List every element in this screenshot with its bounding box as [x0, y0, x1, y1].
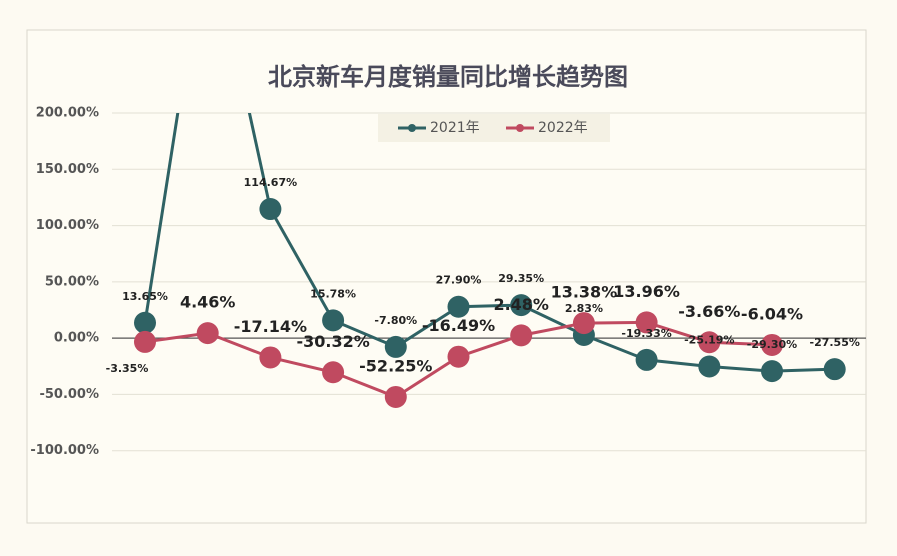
point	[761, 333, 783, 356]
point	[259, 198, 282, 221]
data-label: 13.38%	[551, 283, 618, 302]
y-tick-label: 100.00%	[36, 218, 99, 233]
data-label: -7.80%	[374, 314, 417, 327]
point	[384, 335, 407, 358]
point	[259, 346, 282, 369]
point	[384, 385, 407, 408]
point	[761, 360, 783, 383]
y-tick-label: -50.00%	[39, 387, 99, 402]
data-label: 2.83%	[565, 302, 603, 315]
data-label: 13.65%	[122, 290, 168, 303]
data-label: 114.67%	[244, 176, 297, 189]
data-label: -6.04%	[741, 304, 803, 323]
data-label: -3.35%	[106, 362, 149, 375]
data-label: -16.49%	[422, 316, 495, 335]
chart-title: 北京新车月度销量同比增长趋势图	[268, 63, 628, 91]
point	[322, 361, 345, 384]
data-label: -52.25%	[359, 356, 432, 375]
y-tick-label: 0.00%	[54, 331, 99, 346]
point	[823, 358, 846, 381]
data-label: -19.33%	[621, 327, 671, 340]
data-label: -29.30%	[747, 338, 797, 351]
y-tick-label: 50.00%	[45, 274, 99, 289]
point	[447, 295, 470, 318]
data-label: -27.55%	[810, 336, 860, 349]
legend-marker	[408, 124, 416, 132]
point	[698, 331, 721, 354]
data-label: 4.46%	[180, 293, 236, 312]
point	[635, 311, 658, 334]
data-label: 15.78%	[310, 287, 356, 300]
point	[635, 348, 658, 371]
point	[447, 345, 470, 368]
data-label: 2.48%	[493, 295, 549, 314]
data-label: 27.90%	[436, 274, 482, 287]
legend-label: 2022年	[538, 120, 588, 136]
legend-label: 2021年	[430, 120, 480, 136]
point	[134, 330, 156, 353]
data-label: -30.32%	[296, 332, 369, 351]
point	[510, 324, 533, 347]
chart-frame	[26, 29, 867, 524]
point	[134, 311, 156, 334]
data-label: 29.35%	[498, 272, 544, 285]
point	[510, 294, 533, 317]
y-tick-label: 150.00%	[36, 162, 99, 177]
data-label: -17.14%	[234, 317, 307, 336]
point	[572, 312, 595, 335]
point	[698, 355, 721, 378]
point	[196, 322, 219, 345]
data-label: -25.19%	[684, 333, 734, 346]
point	[322, 309, 345, 332]
data-label: -3.66%	[678, 302, 740, 321]
y-tick-label: -100.00%	[30, 443, 99, 458]
data-label: 13.96%	[613, 282, 680, 301]
y-tick-label: 200.00%	[36, 106, 99, 121]
legend-marker	[516, 124, 524, 132]
